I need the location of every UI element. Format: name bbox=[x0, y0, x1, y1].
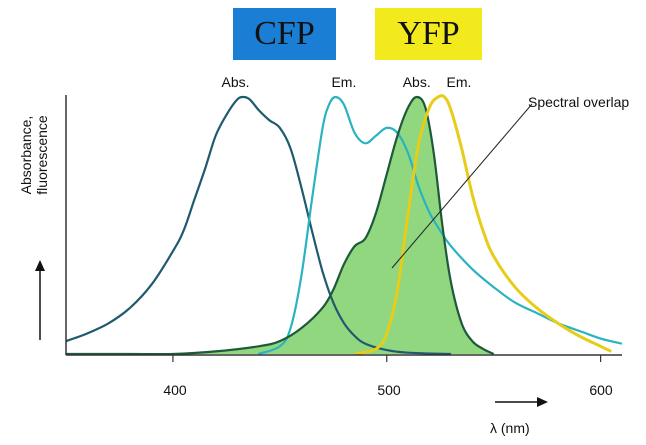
yfp-abs-fill bbox=[66, 97, 494, 355]
cfp-label: CFP bbox=[254, 15, 315, 52]
x-axis-label: λ (nm) bbox=[490, 420, 530, 436]
x-tick-label: 600 bbox=[589, 382, 613, 398]
yfp-em-line bbox=[354, 94, 612, 356]
spectral-overlap-pointer bbox=[391, 103, 533, 269]
cfp-box: CFP bbox=[233, 8, 336, 60]
yfp-abs-line bbox=[65, 95, 495, 356]
y-axis-label-line2: fluorescence bbox=[34, 115, 50, 195]
yfp-box: YFP bbox=[375, 8, 482, 60]
x-tick-label: 500 bbox=[377, 382, 401, 398]
x-axis-arrowhead bbox=[537, 397, 548, 407]
y-axis-arrowhead bbox=[35, 260, 45, 271]
yfp-label: YFP bbox=[397, 15, 460, 52]
yfp-em-label: Em. bbox=[446, 74, 472, 90]
cfp-abs-label: Abs. bbox=[221, 74, 250, 90]
spectral-overlap-label: Spectral overlap bbox=[528, 94, 630, 110]
yfp-abs-label: Abs. bbox=[402, 74, 431, 90]
y-axis-label-line1: Absorbance, bbox=[18, 115, 34, 195]
cfp-em-label: Em. bbox=[331, 74, 357, 90]
cfp-abs-line bbox=[65, 95, 451, 356]
x-tick-label: 400 bbox=[163, 382, 187, 398]
y-axis-label: Absorbance, fluorescence bbox=[18, 90, 50, 220]
